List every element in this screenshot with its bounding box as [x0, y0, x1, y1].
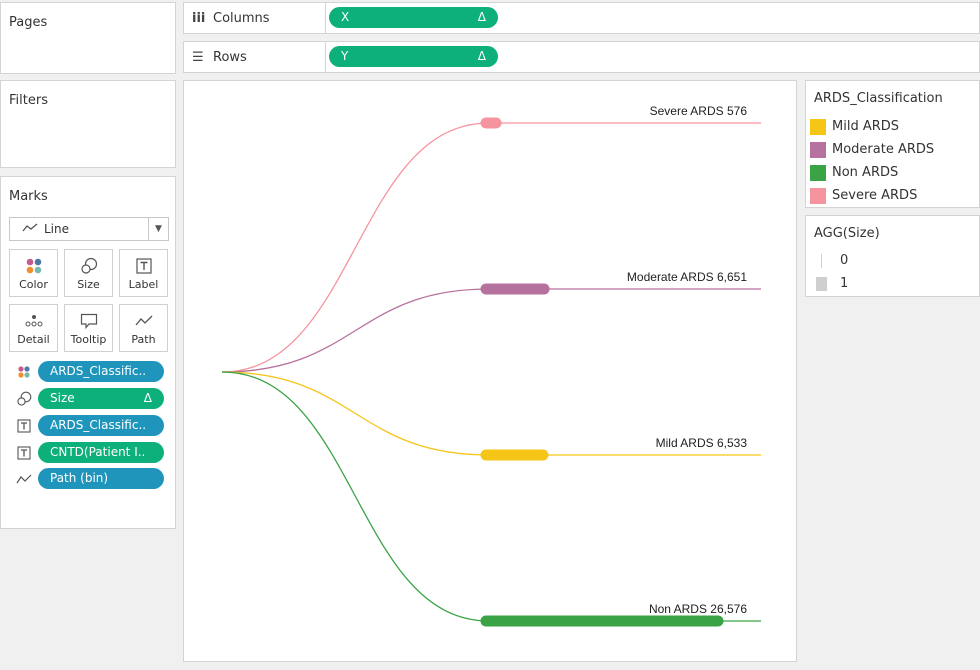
- legend-swatch: [810, 188, 826, 204]
- color-card[interactable]: Color: [9, 249, 58, 297]
- delta-icon: Δ: [477, 49, 486, 63]
- columns-icon: iii: [192, 10, 206, 26]
- series-line-mild-ards[interactable]: [221, 371, 761, 456]
- data-label-mild-ards: Mild ARDS 6,533: [656, 436, 748, 450]
- path-card[interactable]: Path: [119, 304, 168, 352]
- path-icon: [16, 474, 32, 484]
- pill-y[interactable]: Y Δ: [329, 46, 498, 67]
- field-color-ards[interactable]: ARDS_Classific..: [15, 361, 165, 383]
- label-icon: [17, 419, 31, 433]
- pill-label: ARDS_Classific..: [50, 418, 147, 432]
- mark-type-value: Line: [44, 222, 70, 236]
- columns-label: Columns: [213, 10, 270, 26]
- rows-shelf[interactable]: ☰ Rows Y Δ: [183, 41, 980, 73]
- detail-icon: [25, 315, 42, 327]
- field-path-bin[interactable]: Path (bin): [15, 468, 165, 490]
- pill-label: Size: [50, 391, 75, 405]
- size-swatch: [816, 277, 827, 291]
- filters-panel[interactable]: Filters: [0, 80, 176, 168]
- size-label: 0: [840, 253, 849, 268]
- chevron-down-icon[interactable]: ▼: [148, 218, 168, 240]
- size-card[interactable]: Size: [64, 249, 113, 297]
- series-line-severe-ards[interactable]: [221, 122, 761, 373]
- tooltip-card[interactable]: Tooltip: [64, 304, 113, 352]
- mark-type-dropdown[interactable]: Line ▼: [9, 217, 169, 241]
- color-legend[interactable]: ARDS_Classification Mild ARDS Moderate A…: [805, 80, 980, 208]
- pill-path-bin[interactable]: Path (bin): [38, 468, 164, 489]
- rows-shelf-label: ☰ Rows: [184, 42, 326, 72]
- rows-label: Rows: [213, 49, 247, 65]
- legend-label: Non ARDS: [832, 165, 899, 180]
- legend-item-non[interactable]: Non ARDS: [810, 164, 898, 182]
- series-line-non-ards[interactable]: [221, 371, 761, 622]
- color-card-label: Color: [19, 278, 48, 291]
- color-legend-title: ARDS_Classification: [814, 91, 943, 106]
- columns-shelf-label: iii Columns: [184, 3, 326, 33]
- color-icon: [26, 258, 41, 274]
- legend-label: Severe ARDS: [832, 188, 918, 203]
- label-card-label: Label: [128, 278, 159, 291]
- label-icon: [135, 258, 152, 274]
- size-legend[interactable]: AGG(Size) 0 1: [805, 215, 980, 297]
- color-icon: [18, 366, 30, 378]
- legend-swatch: [810, 119, 826, 135]
- marks-panel: Marks Line ▼ Color Size Label: [0, 176, 176, 529]
- path-icon: [135, 315, 152, 326]
- data-label-moderate-ards: Moderate ARDS 6,651: [627, 270, 747, 284]
- size-legend-item-0: 0: [816, 253, 848, 269]
- pill-label: ARDS_Classific..: [50, 364, 147, 378]
- size-card-label: Size: [77, 278, 100, 291]
- data-label-severe-ards: Severe ARDS 576: [650, 104, 748, 118]
- detail-card[interactable]: Detail: [9, 304, 58, 352]
- size-legend-title: AGG(Size): [814, 226, 880, 241]
- pill-label: CNTD(Patient I..: [50, 445, 146, 459]
- filters-title: Filters: [9, 93, 48, 108]
- size-label: 1: [840, 276, 849, 291]
- data-label-non-ards: Non ARDS 26,576: [649, 602, 747, 616]
- field-size[interactable]: Size Δ: [15, 388, 165, 410]
- series-line-moderate-ards[interactable]: [221, 288, 761, 373]
- tooltip-card-label: Tooltip: [70, 333, 107, 346]
- pages-panel: Pages: [0, 2, 176, 74]
- detail-card-label: Detail: [17, 333, 50, 346]
- delta-icon: Δ: [143, 391, 152, 405]
- field-label-ards[interactable]: ARDS_Classific..: [15, 415, 165, 437]
- viz-canvas[interactable]: Severe ARDS 576 Moderate ARDS 6,651 Mild A…: [183, 80, 797, 662]
- path-card-label: Path: [131, 333, 156, 346]
- size-legend-item-1: 1: [816, 276, 848, 292]
- legend-item-severe[interactable]: Severe ARDS: [810, 187, 917, 205]
- legend-label: Mild ARDS: [832, 119, 900, 134]
- legend-label: Moderate ARDS: [832, 142, 935, 157]
- columns-shelf[interactable]: iii Columns X Δ: [183, 2, 980, 34]
- pill-label: Path (bin): [50, 471, 109, 485]
- pill-x[interactable]: X Δ: [329, 7, 498, 28]
- pill-cntd-patient[interactable]: CNTD(Patient I..: [38, 442, 164, 463]
- label-icon: [17, 446, 31, 460]
- pill-ards-classification-label[interactable]: ARDS_Classific..: [38, 415, 164, 436]
- sankey-chart[interactable]: Severe ARDS 576 Moderate ARDS 6,651 Mild A…: [184, 81, 796, 661]
- delta-icon: Δ: [477, 10, 486, 24]
- rows-icon: ☰: [192, 49, 204, 65]
- legend-swatch: [810, 142, 826, 158]
- label-card[interactable]: Label: [119, 249, 168, 297]
- legend-item-mild[interactable]: Mild ARDS: [810, 118, 899, 136]
- pill-size[interactable]: Size Δ: [38, 388, 164, 409]
- pages-title: Pages: [9, 15, 48, 30]
- marks-title: Marks: [9, 189, 48, 204]
- pill-label: X: [341, 10, 350, 24]
- line-icon: [22, 223, 38, 232]
- field-label-cntd[interactable]: CNTD(Patient I..: [15, 442, 165, 464]
- pill-label: Y: [341, 49, 349, 63]
- legend-item-moderate[interactable]: Moderate ARDS: [810, 141, 934, 159]
- legend-swatch: [810, 165, 826, 181]
- pill-ards-classification-color[interactable]: ARDS_Classific..: [38, 361, 164, 382]
- size-icon: [17, 391, 32, 406]
- size-icon: [80, 257, 97, 274]
- size-swatch: [821, 254, 822, 268]
- tooltip-icon: [80, 313, 97, 329]
